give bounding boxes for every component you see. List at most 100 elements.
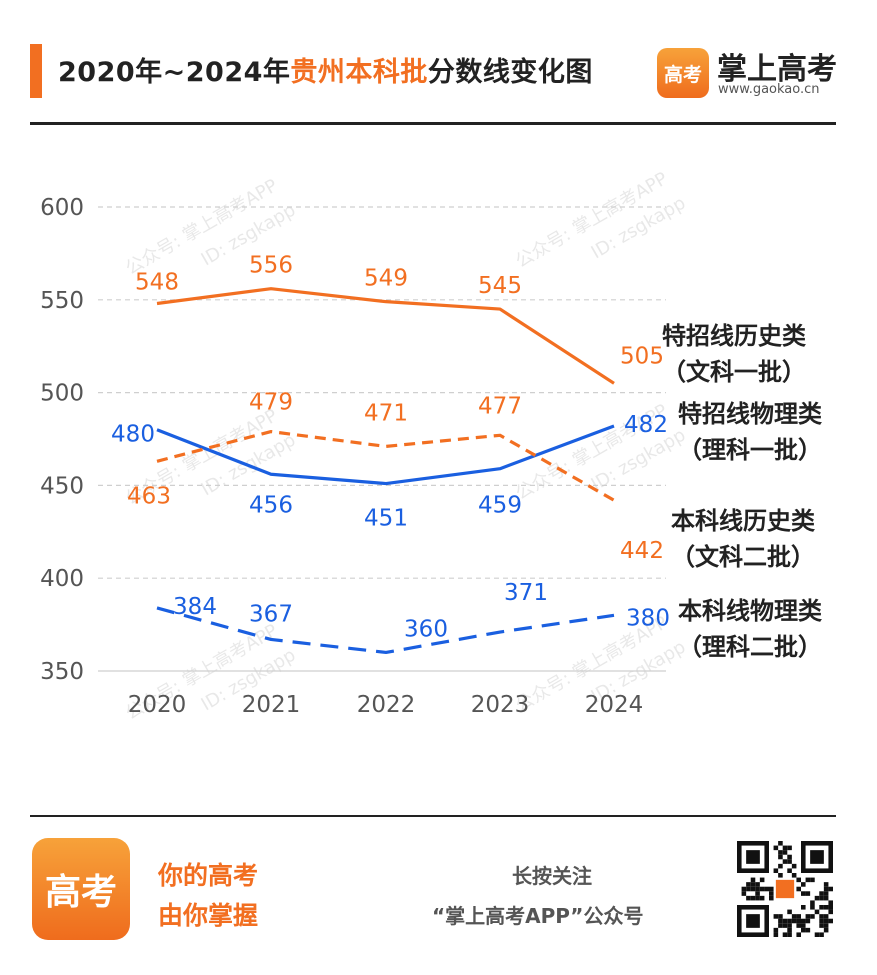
y-tick-label: 400 xyxy=(40,566,84,592)
y-tick-label: 500 xyxy=(40,381,84,407)
data-label: 456 xyxy=(249,492,293,518)
qr-module xyxy=(759,877,765,883)
qr-module xyxy=(773,914,779,919)
qr-module xyxy=(759,886,765,892)
qr-module xyxy=(801,891,806,896)
qr-module xyxy=(814,895,820,901)
series-line-0 xyxy=(156,287,615,385)
footer-logo-text: 高考 xyxy=(44,871,117,913)
qr-module xyxy=(819,905,824,910)
qr-module xyxy=(828,918,833,924)
qr-module xyxy=(823,886,829,892)
x-tick-label: 2023 xyxy=(471,692,530,718)
footer-divider xyxy=(30,815,836,817)
qr-module xyxy=(823,905,829,910)
qr-module xyxy=(791,918,797,924)
data-label: 451 xyxy=(364,506,408,532)
qr-module xyxy=(819,914,824,919)
data-label: 459 xyxy=(478,493,522,519)
qr-module xyxy=(814,932,820,937)
qr-module xyxy=(805,914,811,919)
qr-module xyxy=(805,918,811,924)
qr-module xyxy=(801,918,806,924)
qr-module xyxy=(778,863,783,869)
qr-module xyxy=(769,886,774,892)
qr-module xyxy=(787,927,792,933)
x-tick-label: 2022 xyxy=(357,692,416,718)
series-label-2: 本科线历史类 （文科二批） xyxy=(671,503,815,575)
qr-module xyxy=(810,914,815,919)
qr-module xyxy=(773,868,779,873)
x-tick-label: 2024 xyxy=(585,692,644,718)
brand-url: www.gaokao.cn xyxy=(718,82,820,97)
series-label-3: 本科线物理类 （理科二批） xyxy=(678,593,822,665)
qr-module xyxy=(828,909,833,915)
brand-logo-text: 高考 xyxy=(663,63,702,86)
qr-module xyxy=(787,923,792,928)
qr-module xyxy=(741,891,747,896)
slogan-line1: 你的高考 xyxy=(158,861,259,890)
qr-code-icon[interactable] xyxy=(737,841,833,937)
series-line-3 xyxy=(156,606,615,655)
chart-title: 2020年~2024年贵州本科批分数线变化图 xyxy=(58,50,593,89)
series-line-2 xyxy=(156,429,615,502)
qr-module xyxy=(778,850,783,855)
qr-module xyxy=(805,877,811,883)
data-label: 384 xyxy=(173,594,217,620)
qr-module xyxy=(750,882,756,887)
y-tick-label: 450 xyxy=(40,473,84,499)
qr-module xyxy=(828,886,833,892)
qr-module xyxy=(796,932,801,937)
series-label-0-line1: 特招线历史类 xyxy=(662,322,806,350)
series-label-2-line1: 本科线历史类 xyxy=(671,507,815,535)
qr-module xyxy=(801,905,806,910)
qr-module xyxy=(828,900,833,905)
qr-module xyxy=(787,909,792,915)
qr-module xyxy=(773,927,779,933)
qr-finder xyxy=(746,914,760,928)
qr-module xyxy=(750,886,756,892)
qr-module xyxy=(801,927,806,933)
qr-module xyxy=(787,868,792,873)
qr-module xyxy=(746,895,751,901)
qr-module xyxy=(801,923,806,928)
data-label: 482 xyxy=(624,412,668,438)
qr-module xyxy=(764,886,769,892)
qr-module xyxy=(823,882,829,887)
qr-module xyxy=(782,859,788,864)
qr-module xyxy=(796,918,801,924)
qr-module xyxy=(787,854,792,860)
qr-module xyxy=(782,918,788,924)
qr-module xyxy=(778,841,783,846)
qr-module xyxy=(787,918,792,924)
title-suffix: 分数线变化图 xyxy=(427,57,593,88)
qr-module xyxy=(819,891,824,896)
qr-module xyxy=(819,932,824,937)
qr-module xyxy=(823,895,829,901)
series-line-1 xyxy=(156,424,615,486)
brand-logo-icon: 高考 xyxy=(657,48,709,98)
data-label: 545 xyxy=(478,273,522,299)
data-label: 380 xyxy=(626,605,670,631)
qr-module xyxy=(810,877,815,883)
qr-module xyxy=(823,918,829,924)
qr-module xyxy=(828,905,833,910)
series-label-1-line1: 特招线物理类 xyxy=(678,400,822,428)
qr-module xyxy=(741,886,747,892)
data-label: 442 xyxy=(620,538,664,564)
title-accent-bar xyxy=(30,44,42,98)
qr-center-logo xyxy=(775,879,795,899)
qr-module xyxy=(787,859,792,864)
qr-module xyxy=(750,895,756,901)
qr-module xyxy=(787,932,792,937)
series-label-2-line2: （文科二批） xyxy=(671,543,815,571)
series-label-0-line2: （文科一批） xyxy=(662,358,806,386)
qr-module xyxy=(759,895,765,901)
qr-module xyxy=(819,918,824,924)
qr-module xyxy=(755,895,760,901)
qr-module xyxy=(755,886,760,892)
qr-module xyxy=(823,927,829,933)
series-label-3-line1: 本科线物理类 xyxy=(678,597,822,625)
qr-module xyxy=(773,932,779,937)
data-label: 371 xyxy=(504,580,548,606)
